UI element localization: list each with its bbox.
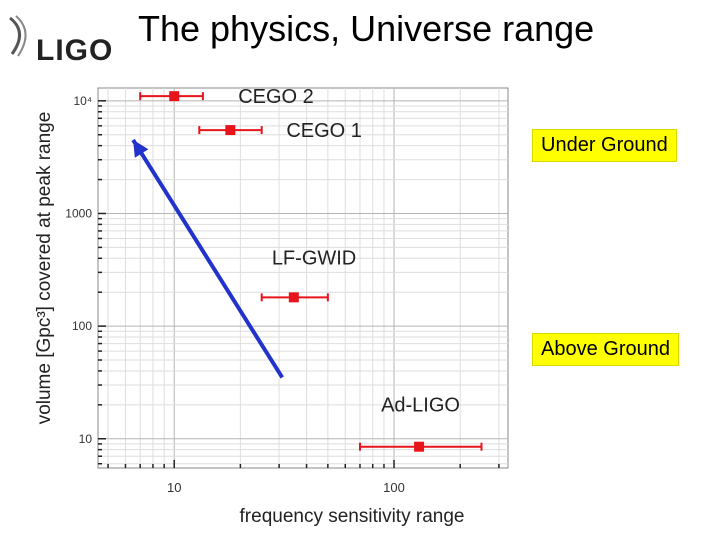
data-point [225,125,236,136]
trend-arrow-head [133,139,149,158]
axis-ticks: 10 100 10 100 1000 10⁴ [65,94,500,495]
y-tick-label: 10⁴ [73,94,92,108]
x-tick-label: 100 [383,480,405,495]
grid [98,88,508,468]
y-tick-label: 100 [72,319,92,333]
data-label: LF-GWID [272,247,356,269]
slide-title: The physics, Universe range [138,8,595,49]
y-tick-label: 1000 [65,206,92,220]
x-tick-label: 10 [167,480,181,495]
data-label: CEGO 1 [286,120,362,142]
data-points: CEGO 2 CEGO 1 LF-GWID Ad-LIGO [139,86,483,452]
ligo-logo-arc-icon [9,15,27,57]
data-point [414,441,425,452]
data-point [169,91,180,102]
trend-arrow-shaft [131,138,284,379]
logo-text: LIGO [36,34,114,67]
under-ground-tag: Under Ground [532,129,677,162]
ligo-logo: LIGO [6,10,116,67]
data-label: Ad-LIGO [381,395,460,417]
data-label: CEGO 2 [238,86,314,108]
x-axis-label: frequency sensitivity range [240,506,465,527]
y-axis-label: volume [Gpc³] covered at peak range [34,112,55,425]
trend-arrow [131,138,284,379]
y-tick-label: 10 [79,432,93,446]
above-ground-tag: Above Ground [532,333,679,366]
data-point [288,292,299,303]
